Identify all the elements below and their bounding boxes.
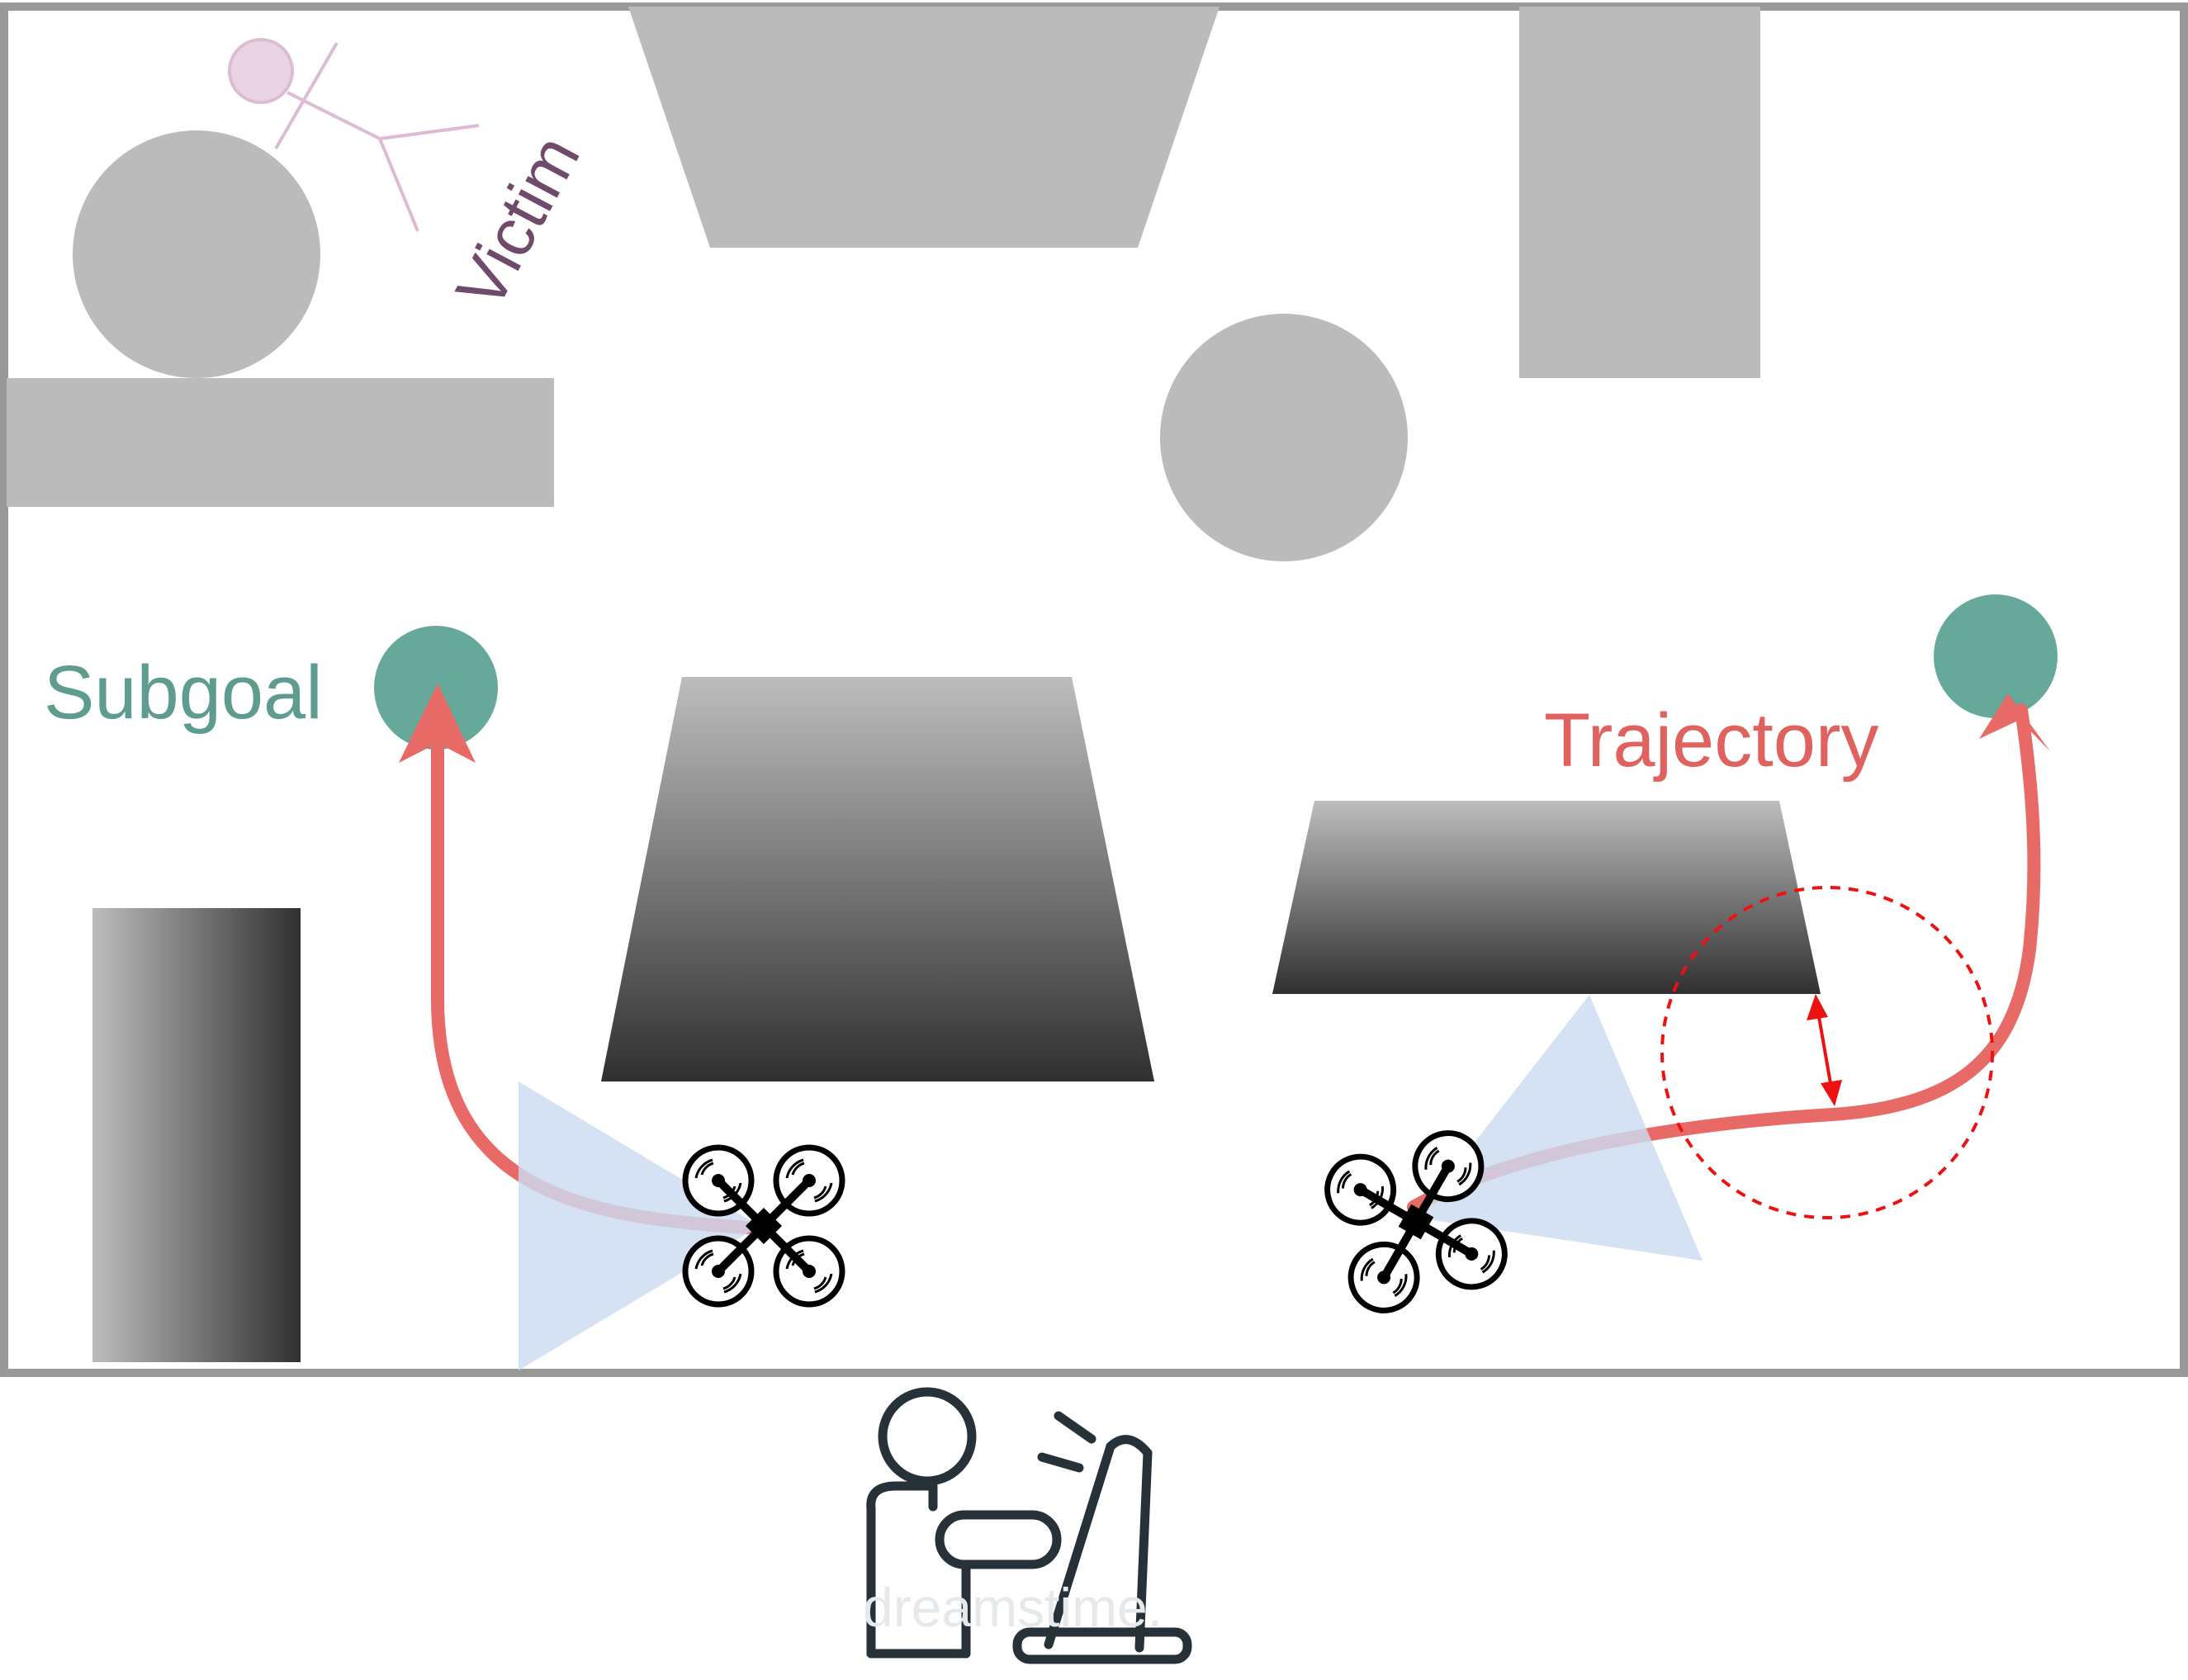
camera-fov-left [519,1081,760,1370]
obstacle-pillar-gradient [92,908,301,1362]
trajectory-arrowhead-left [399,684,476,763]
trajectory-label: Trajectory [1544,698,1879,783]
camera-fov-right [1416,995,1703,1261]
obstacle-trapezoid-gradient-right [1272,801,1821,994]
obstacle-bar-left [7,378,554,507]
operator-at-computer-icon [866,1387,1192,1664]
stick-figure-icon [228,38,480,232]
obstacle-trapezoid-top [628,7,1220,248]
subgoal-marker-right [1934,594,2058,718]
obstacle-round-center [1160,314,1408,561]
trajectory-arrowhead-right [1979,693,2050,751]
safety-radius-circle [1660,886,1994,1219]
watermark-text: dreamstime. [863,1577,1163,1638]
obstacle-trapezoid-gradient-center [601,677,1154,1081]
obstacles [7,7,1760,561]
clearance-arrow [1807,994,1842,1106]
subgoal-label: Subgoal [44,651,323,735]
obstacle-block-top-right [1519,7,1760,378]
obstacle-round-top-left [73,130,320,378]
